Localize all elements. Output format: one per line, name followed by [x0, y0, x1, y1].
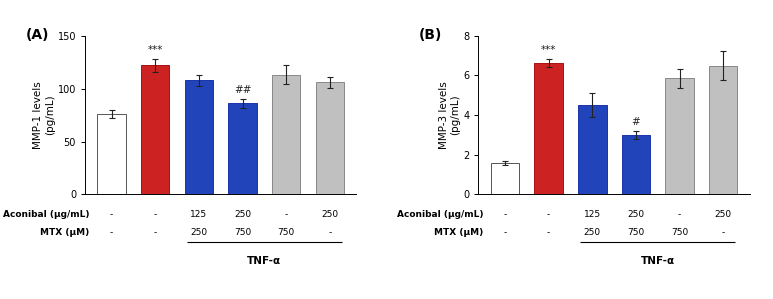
Text: -: - [110, 228, 113, 237]
Text: 750: 750 [671, 228, 688, 237]
Text: 250: 250 [628, 210, 645, 219]
Text: -: - [284, 210, 288, 219]
Text: -: - [503, 210, 506, 219]
Text: -: - [503, 228, 506, 237]
Text: 750: 750 [234, 228, 251, 237]
Text: -: - [329, 228, 332, 237]
Text: 750: 750 [278, 228, 295, 237]
Bar [315, 82, 344, 194]
Text: -: - [154, 210, 157, 219]
Text: -: - [547, 228, 550, 237]
Text: TNF-α: TNF-α [641, 256, 675, 266]
Text: TNF-α: TNF-α [247, 256, 281, 266]
Bar [141, 65, 169, 194]
Bar [666, 78, 694, 194]
Text: 125: 125 [190, 210, 207, 219]
Y-axis label: MMP-3 levels
(pg/mL): MMP-3 levels (pg/mL) [439, 81, 461, 149]
Text: ***: *** [541, 45, 557, 55]
Text: 250: 250 [234, 210, 251, 219]
Bar [97, 114, 126, 194]
Text: -: - [722, 228, 725, 237]
Text: 125: 125 [584, 210, 601, 219]
Text: ***: *** [148, 45, 163, 55]
Text: -: - [154, 228, 157, 237]
Text: (A): (A) [26, 28, 49, 42]
Text: 250: 250 [190, 228, 207, 237]
Text: -: - [110, 210, 113, 219]
Text: 750: 750 [628, 228, 645, 237]
Bar [534, 62, 563, 194]
Text: 250: 250 [715, 210, 732, 219]
Text: ##: ## [233, 85, 251, 95]
Text: (B): (B) [419, 28, 442, 42]
Bar [185, 80, 213, 194]
Text: MTX (μM): MTX (μM) [40, 228, 90, 237]
Text: #: # [632, 117, 640, 127]
Bar [621, 135, 650, 194]
Text: 250: 250 [322, 210, 339, 219]
Text: 250: 250 [584, 228, 601, 237]
Text: Aconibal (μg/mL): Aconibal (μg/mL) [3, 210, 90, 219]
Bar [491, 163, 519, 194]
Bar [578, 105, 607, 194]
Text: MTX (μM): MTX (μM) [434, 228, 483, 237]
Text: Aconibal (μg/mL): Aconibal (μg/mL) [397, 210, 483, 219]
Text: -: - [547, 210, 550, 219]
Bar [272, 75, 301, 194]
Bar [228, 103, 257, 194]
Y-axis label: MMP-1 levels
(pg/mL): MMP-1 levels (pg/mL) [33, 81, 55, 149]
Bar [709, 65, 737, 194]
Text: -: - [678, 210, 681, 219]
